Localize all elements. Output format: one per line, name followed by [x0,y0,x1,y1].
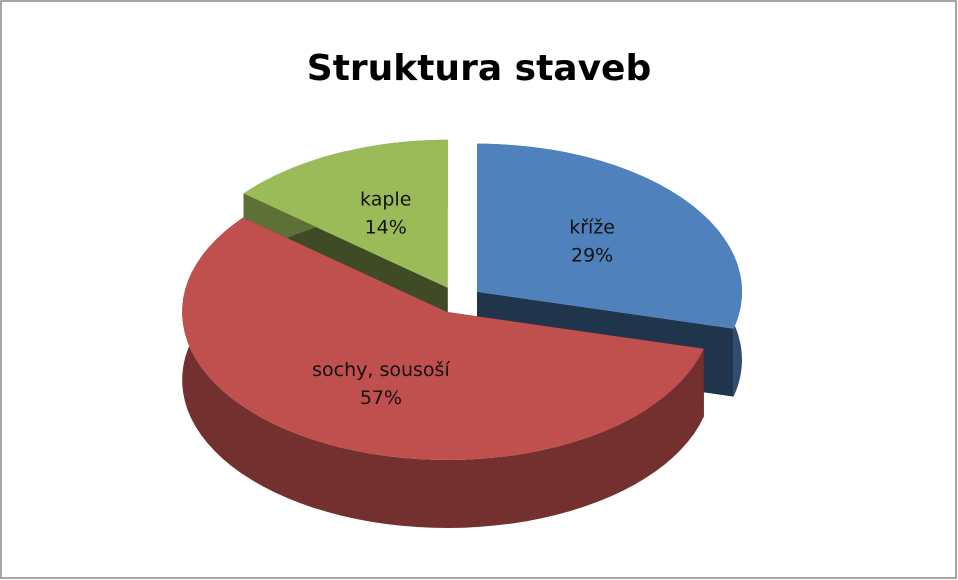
slice [182,217,704,460]
data-label: 29% [571,244,613,266]
slice-side [182,217,704,528]
slice [243,139,448,288]
slice [477,143,742,329]
data-label: 57% [360,387,402,409]
slice-label: sochy, sousoší [312,359,450,381]
chart-title: Struktura staveb [307,48,651,89]
slice-label: kaple [360,189,411,211]
data-label: 14% [365,217,407,239]
slice-label: kříže [569,216,615,238]
